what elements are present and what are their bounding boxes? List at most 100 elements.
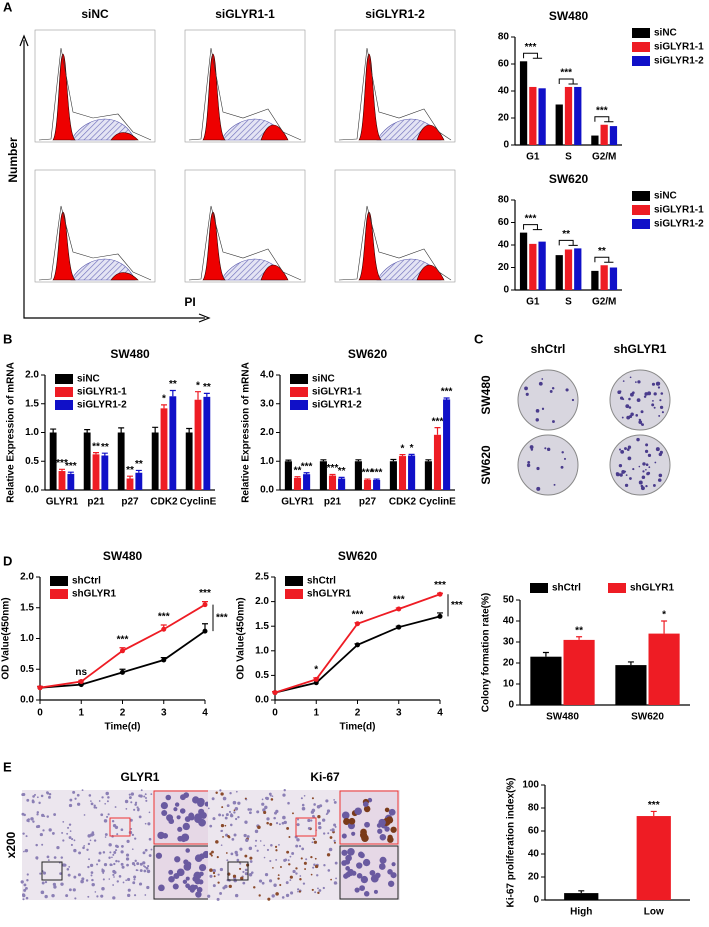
cell: [230, 823, 233, 827]
colony: [652, 484, 656, 487]
cell: [307, 818, 311, 823]
cell: [373, 889, 378, 894]
cell: [247, 808, 251, 811]
cell: [158, 884, 165, 892]
error-bar: [425, 459, 432, 462]
colony: [620, 450, 625, 454]
cell: [40, 794, 44, 798]
cell: [215, 840, 219, 844]
significance: **: [126, 465, 134, 476]
cell: [133, 878, 136, 881]
cell: [101, 796, 104, 799]
cell: [313, 840, 318, 844]
cell: [329, 829, 332, 831]
significance: *: [162, 394, 166, 405]
colony: [571, 398, 575, 402]
colony: [560, 465, 564, 469]
cell: [370, 874, 379, 883]
cell: [295, 872, 298, 875]
cell: [269, 794, 272, 797]
y-tick-label: 2.0: [260, 427, 274, 438]
cell: [38, 801, 41, 805]
cell: [326, 811, 329, 815]
cell: [138, 815, 142, 819]
point: [202, 602, 208, 608]
cell: [292, 812, 294, 815]
colony: [624, 470, 627, 473]
cell: [327, 869, 331, 872]
y-tick-label: 100: [522, 780, 539, 791]
cell: [180, 794, 186, 801]
cell: [172, 883, 179, 890]
significance: ***: [65, 461, 77, 472]
cell: [125, 857, 130, 861]
cell: [362, 801, 369, 807]
y-tick-label: 2.0: [25, 370, 39, 381]
bar: [49, 432, 57, 490]
bar: [389, 461, 397, 490]
y-tick-label: 20: [498, 113, 510, 124]
colony: [638, 480, 643, 485]
cell: [240, 876, 244, 880]
bar: [67, 473, 75, 490]
cell: [250, 871, 254, 874]
cell: [286, 826, 290, 830]
histogram-g1: [202, 211, 226, 281]
cell: [148, 854, 152, 857]
cell: [209, 852, 212, 856]
cell: [210, 854, 213, 857]
cell: [53, 813, 57, 816]
cell: [113, 851, 117, 854]
cell: [133, 808, 136, 811]
colony: [653, 406, 656, 409]
cell: [280, 866, 282, 868]
cell: [273, 816, 276, 820]
cell: [269, 822, 273, 826]
cell: [44, 894, 48, 899]
cell: [143, 869, 147, 873]
legend-label: siGLYR1-1: [77, 387, 127, 398]
y-axis-label: Ki-67 proliferation index(%): [506, 777, 517, 907]
colony: [645, 468, 647, 471]
cell: [313, 803, 316, 806]
cell: [130, 801, 133, 804]
cell: [378, 818, 386, 827]
colony: [621, 469, 626, 474]
bar: [591, 270, 599, 290]
legend-label: siNC: [77, 374, 100, 385]
cell: [301, 806, 306, 811]
cell: [22, 832, 25, 835]
legend-swatch: [290, 387, 308, 397]
cell: [129, 818, 133, 822]
cell: [66, 867, 70, 871]
cell: [90, 802, 94, 806]
colony: [544, 447, 547, 450]
cell: [344, 859, 351, 865]
cell: [387, 834, 393, 840]
x-tick-label: CDK2: [150, 497, 178, 508]
cell: [331, 828, 335, 832]
significance: ***: [56, 458, 68, 469]
cell: [42, 829, 45, 832]
cell: [72, 790, 76, 794]
cell: [326, 809, 331, 813]
significance: **: [598, 246, 606, 257]
point: [313, 676, 319, 682]
bar: [555, 255, 563, 290]
error-bar: [50, 428, 57, 433]
cell: [87, 865, 90, 869]
colony: [642, 462, 646, 466]
cell: [289, 875, 293, 879]
cell: [226, 859, 229, 862]
cell: [102, 872, 105, 874]
cell: [23, 850, 25, 853]
flow-column: siGLYR1-2: [365, 7, 425, 21]
legend-swatch: [285, 589, 303, 599]
cell: [139, 869, 143, 872]
significance: **: [562, 229, 570, 240]
error-bar: [118, 427, 125, 433]
colony: [640, 486, 645, 491]
cell: [283, 820, 287, 825]
cell: [277, 874, 280, 877]
cell: [317, 821, 322, 826]
